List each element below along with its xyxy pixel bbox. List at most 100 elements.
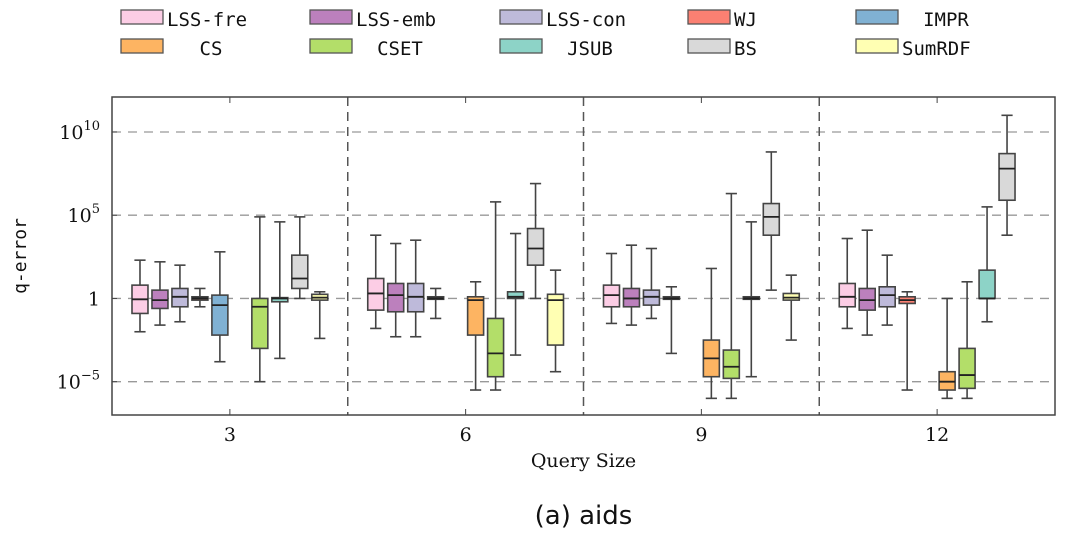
legend-item-cs: CS <box>120 38 223 60</box>
legend-label: LSS-fre <box>167 9 247 31</box>
box-wj-6 <box>426 287 445 320</box>
y-tick-base: 10 <box>57 372 81 394</box>
box-lss-fre-6 <box>366 234 385 330</box>
box-iqr <box>998 152 1016 202</box>
box-cs-9 <box>702 267 721 400</box>
box-cset-6 <box>486 201 505 391</box>
box-lss-emb-6 <box>386 242 405 338</box>
legend-label: CS <box>200 38 223 60</box>
legend-item-wj: WJ <box>687 9 757 31</box>
legend-label: BS <box>734 38 757 60</box>
y-tick-exponent: −5 <box>81 369 100 384</box>
legend-label: JSUB <box>567 38 613 60</box>
legend-swatch <box>855 38 899 54</box>
legend-label: IMPR <box>923 9 969 31</box>
box-jsub-6 <box>506 232 525 356</box>
box-iqr <box>762 202 781 236</box>
legend-item-bs: BS <box>687 38 757 60</box>
box-cs-6 <box>466 281 485 391</box>
box-lss-fre-9 <box>602 252 621 325</box>
legend-swatch <box>687 9 731 25</box>
box-iqr <box>526 227 545 266</box>
box-cset-12 <box>958 281 976 400</box>
box-sumrdf-3 <box>310 290 329 340</box>
legend-item-lss-con: LSS-con <box>499 9 626 31</box>
y-tick-exponent: 10 <box>83 119 100 134</box>
y-tick-label: 10−5 <box>57 369 100 394</box>
box-lss-emb-9 <box>622 244 641 326</box>
x-axis-label: Query Size <box>531 450 636 472</box>
legend-item-lss-fre: LSS-fre <box>120 9 247 31</box>
legend-swatch <box>309 38 353 54</box>
box-iqr <box>386 282 405 313</box>
x-tick-label: 9 <box>695 424 707 446</box>
legend-item-cset: CSET <box>309 38 423 60</box>
box-jsub-3 <box>271 221 289 360</box>
box-sumrdf-6 <box>546 269 565 373</box>
legend-item-lss-emb: LSS-emb <box>309 9 436 31</box>
x-tick-label: 6 <box>460 424 472 446</box>
y-axis-label: q-error <box>10 218 31 294</box>
legend-label: CSET <box>377 38 423 60</box>
legend-label: SumRDF <box>902 38 971 60</box>
box-iqr <box>722 349 741 380</box>
y-tick-base: 10 <box>68 205 92 227</box>
legend-swatch <box>687 38 731 54</box>
y-tick-base: 1 <box>88 288 100 310</box>
legend-label: LSS-con <box>546 9 626 31</box>
box-cs-12 <box>938 297 956 400</box>
box-iqr <box>506 290 525 300</box>
box-cset-9 <box>722 192 741 400</box>
box-bs-3 <box>290 216 309 300</box>
legend-label: LSS-emb <box>356 9 436 31</box>
legend-item-jsub: JSUB <box>499 38 613 60</box>
legend-swatch <box>499 38 543 54</box>
legend-swatch <box>120 38 164 54</box>
box-lss-fre-12 <box>838 237 857 330</box>
legend-swatch <box>120 9 164 25</box>
box-sumrdf-9 <box>782 274 801 341</box>
x-tick-label: 12 <box>925 424 949 446</box>
box-lss-fre-3 <box>131 259 149 333</box>
box-iqr <box>838 282 857 308</box>
legend-swatch <box>855 9 899 25</box>
box-cset-3 <box>251 216 269 383</box>
y-tick-label: 1010 <box>59 119 100 144</box>
box-iqr <box>290 254 309 290</box>
box-wj-3 <box>191 287 209 308</box>
box-impr-3 <box>211 251 229 363</box>
y-tick-label: 1 <box>88 288 100 310</box>
box-lss-emb-3 <box>151 261 169 326</box>
box-jsub-9 <box>742 221 761 378</box>
legend-item-sumrdf: SumRDF <box>855 38 971 60</box>
box-iqr <box>878 286 896 308</box>
box-iqr <box>466 295 485 336</box>
x-tick-label: 3 <box>224 424 236 446</box>
box-wj-9 <box>662 286 681 355</box>
box-iqr <box>211 294 229 336</box>
box-bs-12 <box>998 114 1016 236</box>
legend: LSS-fre LSS-emb LSS-con WJ IMPR CS CSET JSUB BS S… <box>120 9 971 60</box>
box-iqr <box>978 269 996 300</box>
legend-label: WJ <box>734 9 757 31</box>
box-iqr <box>486 317 505 378</box>
box-iqr <box>546 293 565 346</box>
y-tick-base: 10 <box>59 122 83 144</box>
grid <box>112 97 1055 415</box>
y-tick-label: 105 <box>68 202 100 227</box>
legend-item-impr: IMPR <box>855 9 969 31</box>
box-bs-9 <box>762 151 781 291</box>
x-axis: 3 6 9 12 <box>224 97 949 446</box>
plot-frame <box>111 96 1056 416</box>
box-lss-emb-12 <box>858 229 877 336</box>
box-lss-con-12 <box>878 254 896 326</box>
box-lss-con-9 <box>642 247 661 320</box>
box-wj-12 <box>898 290 916 391</box>
box-iqr <box>958 347 976 390</box>
box-lss-con-3 <box>171 264 189 323</box>
boxes <box>131 114 1016 400</box>
legend-swatch <box>499 9 543 25</box>
y-tick-exponent: 5 <box>92 202 100 217</box>
